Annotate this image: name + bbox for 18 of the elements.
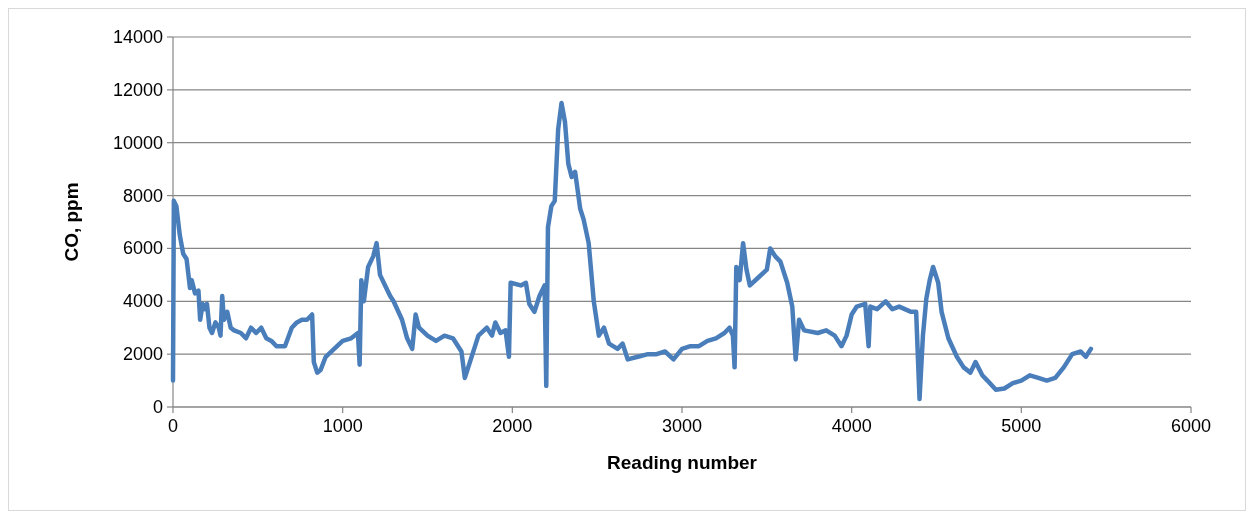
x-tick-label: 3000 [661,416,703,436]
y-tick-label: 8000 [122,185,163,206]
x-axis-title: Reading number [607,452,758,473]
x-tick-label: 5000 [1001,416,1042,436]
y-tick-label: 0 [152,397,163,417]
line-series [170,100,1094,402]
y-tick-label: 6000 [122,238,163,259]
x-tick-label: 1000 [322,416,363,436]
y-axis-title: CO, ppm [61,182,82,262]
y-tick-label: 12000 [112,79,163,100]
x-tick-label: 2000 [492,416,533,436]
y-tick-label: 14000 [112,27,163,47]
x-tick-label: 0 [167,416,179,436]
y-tick-label: 2000 [122,344,163,365]
x-tick-label: 6000 [1170,416,1212,436]
x-tick-label: 4000 [831,416,872,436]
y-tick-label: 4000 [122,291,163,312]
y-tick-label: 10000 [112,132,163,153]
